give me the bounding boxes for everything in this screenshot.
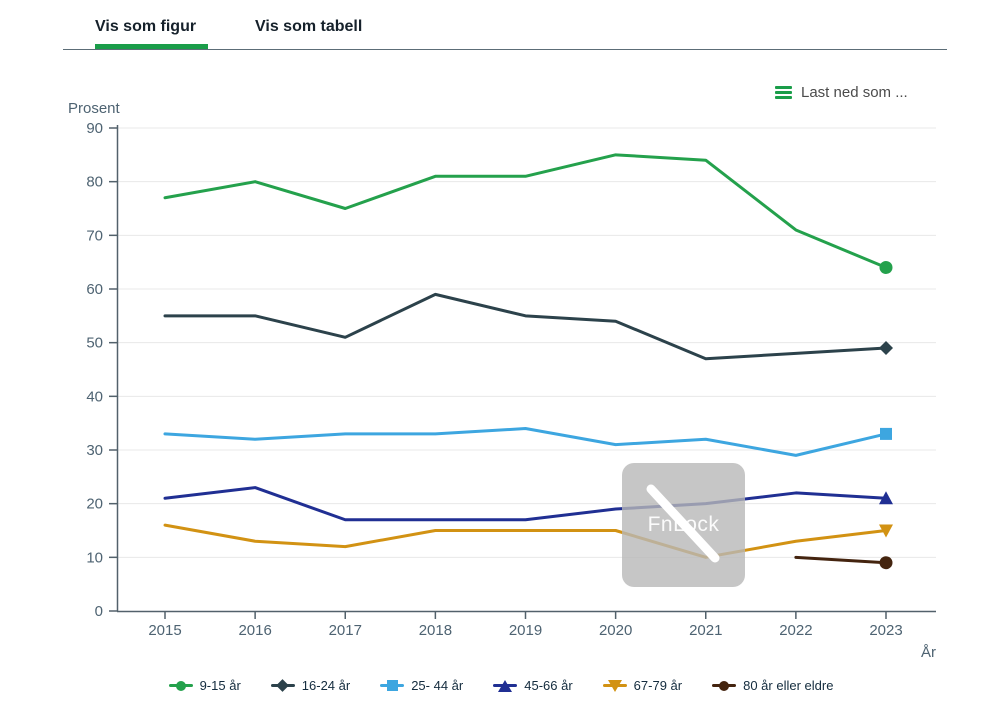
legend-item[interactable]: 25- 44 år: [380, 678, 463, 693]
legend-item[interactable]: 16-24 år: [270, 678, 351, 693]
svg-text:2022: 2022: [779, 622, 812, 639]
svg-text:40: 40: [86, 388, 103, 405]
svg-text:2016: 2016: [238, 622, 271, 639]
y-axis-title: Prosent: [68, 100, 120, 117]
triangle-up-marker-icon: [493, 678, 518, 693]
svg-text:År: År: [921, 644, 936, 661]
svg-text:60: 60: [86, 281, 103, 298]
fnlock-slash-icon: [646, 484, 720, 563]
legend-label: 16-24 år: [301, 678, 351, 693]
legend-item[interactable]: 45-66 år: [493, 678, 573, 693]
tab-vis-som-tabell[interactable]: Vis som tabell: [255, 18, 363, 35]
line-chart: 0 10 20 30 40 50 60 70 80 90 2015 2016 2017 2018 2019 2…: [86, 120, 936, 661]
svg-text:2021: 2021: [689, 622, 722, 639]
legend-label: 67-79 år: [633, 678, 683, 693]
legend-label: 25- 44 år: [411, 678, 464, 693]
legend-item[interactable]: 67-79 år: [602, 678, 683, 693]
legend-item[interactable]: 80 år eller eldre: [712, 678, 833, 693]
download-label: Last ned som ...: [801, 84, 908, 101]
svg-text:90: 90: [86, 120, 103, 137]
svg-text:2018: 2018: [419, 622, 452, 639]
svg-text:30: 30: [86, 442, 103, 459]
active-tab-indicator: [95, 44, 208, 49]
square-marker-icon: [380, 678, 405, 693]
legend-label: 80 år eller eldre: [743, 678, 834, 693]
menu-bars-icon: [775, 86, 792, 99]
svg-text:50: 50: [86, 335, 103, 352]
triangle-down-marker-icon: [602, 678, 627, 693]
legend-label: 45-66 år: [524, 678, 573, 693]
svg-text:20: 20: [86, 496, 103, 513]
tab-vis-som-figur[interactable]: Vis som figur: [95, 18, 197, 35]
chart-legend: 9-15 år 16-24 år 25- 44 år 45-66 år 67-79 år…: [0, 678, 1002, 693]
tab-divider: [63, 49, 947, 50]
legend-label: 9-15 år: [199, 678, 241, 693]
circle-marker-icon: [712, 678, 737, 693]
svg-text:2017: 2017: [329, 622, 362, 639]
svg-text:2015: 2015: [148, 622, 181, 639]
legend-item[interactable]: 9-15 år: [168, 678, 241, 693]
fnlock-overlay: FnLock: [622, 463, 745, 587]
svg-text:0: 0: [95, 603, 103, 620]
svg-text:2023: 2023: [869, 622, 902, 639]
svg-text:70: 70: [86, 227, 103, 244]
diamond-marker-icon: [270, 678, 295, 693]
svg-text:2019: 2019: [509, 622, 542, 639]
circle-marker-icon: [168, 678, 193, 693]
svg-text:80: 80: [86, 174, 103, 191]
svg-text:2020: 2020: [599, 622, 632, 639]
svg-text:10: 10: [86, 549, 103, 566]
download-button[interactable]: Last ned som ...: [775, 84, 908, 101]
